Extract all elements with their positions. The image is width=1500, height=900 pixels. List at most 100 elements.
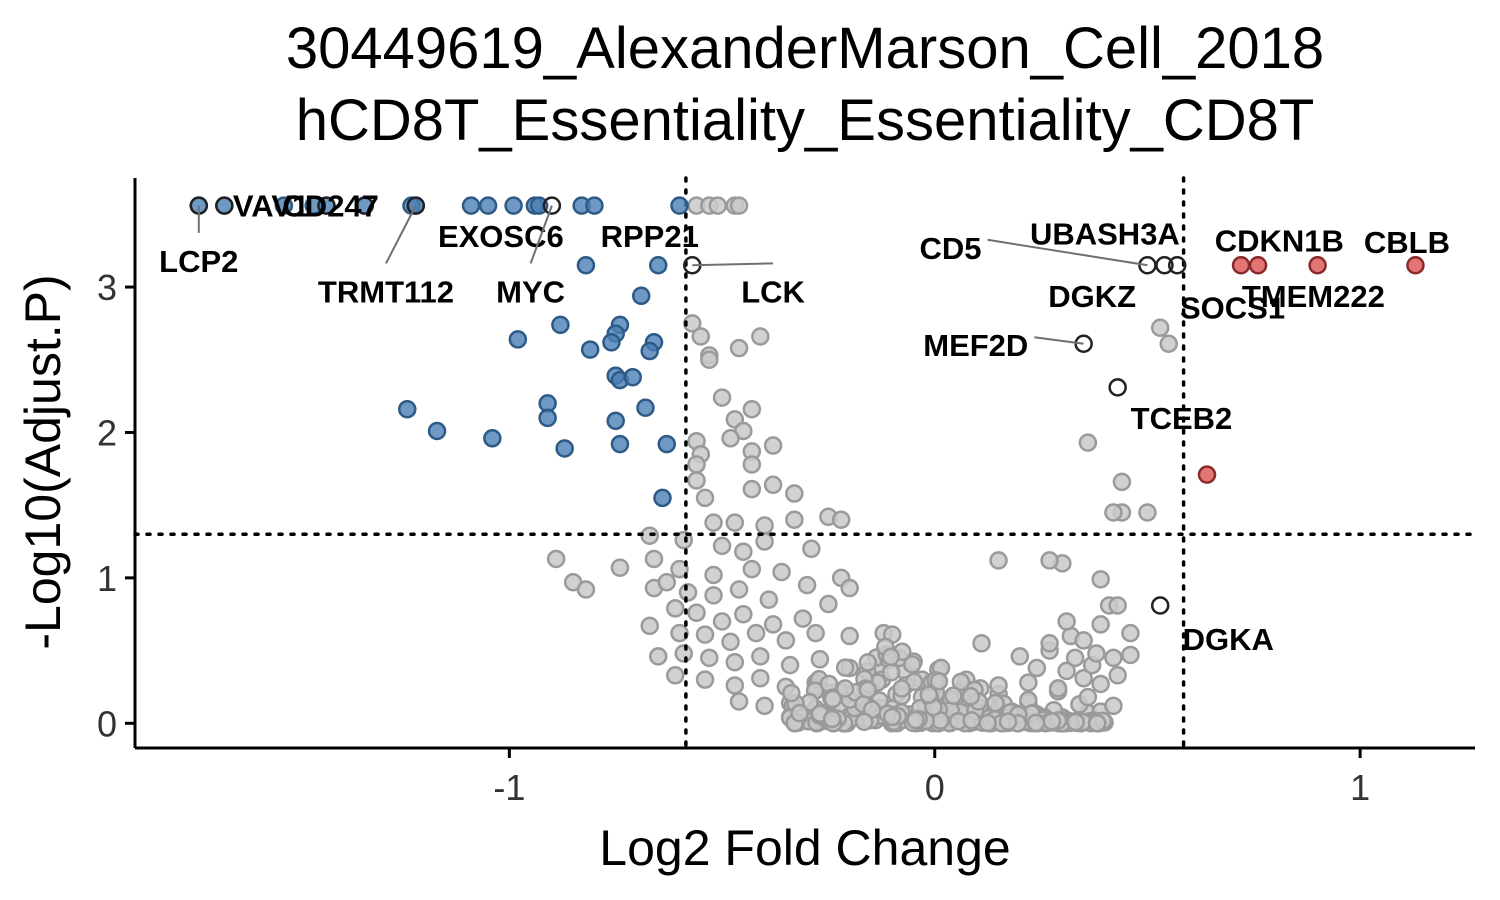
data-point-down: [504, 196, 523, 215]
data-point-ns: [666, 599, 685, 618]
data-point-ns: [704, 565, 723, 585]
data-point-ns: [704, 586, 723, 605]
data-point-ns: [751, 327, 770, 346]
gene-label: RPP21: [601, 219, 699, 254]
y-tick-label: 0: [97, 703, 117, 744]
data-point-ns: [746, 623, 766, 643]
data-point-ns: [1091, 615, 1110, 634]
data-point-ns: [1057, 612, 1076, 631]
data-point-ns: [1074, 668, 1093, 688]
data-point-ns: [858, 653, 878, 672]
data-point-down: [538, 408, 557, 428]
data-point-ns: [1040, 634, 1059, 653]
data-point-ns: [978, 713, 997, 733]
data-point-down: [483, 429, 502, 448]
data-point-ns: [1026, 713, 1046, 733]
data-point-up: [1308, 255, 1327, 275]
data-point-labeled: [406, 196, 426, 215]
gene-label: MYC: [496, 274, 565, 309]
data-point-labeled: [1167, 255, 1187, 275]
data-point-labeled: [1108, 378, 1127, 397]
data-point-ns: [763, 475, 783, 495]
data-point-ns: [989, 676, 1008, 695]
data-point-ns: [763, 615, 783, 634]
data-point-ns: [989, 551, 1008, 570]
data-point-up: [1248, 255, 1268, 275]
data-point-ns: [678, 583, 698, 602]
data-point-ns: [1066, 712, 1085, 732]
data-point-down: [653, 488, 672, 508]
data-point-ns: [881, 647, 901, 667]
data-point-ns: [670, 623, 689, 643]
data-point-up: [1197, 465, 1217, 484]
data-point-ns: [840, 578, 859, 598]
gene-label: TCEB2: [1131, 401, 1233, 436]
gene-label: UBASH3A: [1030, 216, 1180, 251]
data-point-ns: [790, 703, 809, 723]
data-point-ns: [1010, 647, 1030, 666]
data-point-ns: [831, 510, 851, 529]
data-point-ns: [1112, 472, 1132, 492]
data-point-ns: [1074, 631, 1093, 650]
x-tick-label: -1: [493, 767, 525, 808]
data-point-ns: [1027, 658, 1047, 678]
data-point-ns: [687, 455, 706, 474]
data-point-down: [610, 434, 630, 454]
data-point-ns: [854, 712, 874, 732]
data-point-ns: [734, 542, 753, 561]
data-point-ns: [986, 693, 1005, 713]
data-point-ns: [1078, 433, 1098, 452]
gene-label: TRMT112: [318, 274, 454, 309]
gene-label: EXOSC6: [438, 219, 564, 254]
data-point-ns: [835, 679, 855, 698]
gene-label: TMEM222: [1242, 279, 1385, 314]
data-point-down: [670, 196, 689, 215]
data-point-ns: [742, 399, 762, 419]
data-point-ns: [782, 683, 801, 703]
gene-label: DGKA: [1183, 622, 1274, 657]
data-point-ns: [712, 612, 732, 631]
data-point-ns: [822, 709, 842, 729]
data-point-down: [585, 196, 604, 215]
data-point-ns: [780, 655, 800, 675]
y-tick-label: 3: [97, 267, 117, 308]
gene-label: LCP2: [159, 244, 238, 279]
data-point-ns: [892, 679, 911, 698]
data-point-ns: [1040, 551, 1059, 570]
data-point-ns: [700, 350, 719, 370]
data-point-ns: [1087, 644, 1106, 663]
data-point-down: [529, 196, 549, 215]
data-point-labeled: [1155, 255, 1174, 275]
data-point-ns: [797, 575, 817, 595]
data-point-ns: [674, 530, 694, 550]
data-point-ns: [1042, 712, 1062, 731]
data-point-ns: [670, 559, 689, 579]
x-axis-title: Log2 Fold Change: [599, 820, 1010, 876]
data-point-ns: [742, 455, 762, 474]
data-point-ns: [755, 532, 774, 551]
data-point-down: [398, 399, 417, 419]
data-point-ns: [1150, 318, 1170, 338]
data-point-down: [274, 196, 294, 215]
data-point-ns: [1048, 679, 1068, 698]
data-point-ns: [687, 471, 706, 490]
data-point-ns: [819, 594, 838, 614]
data-point-ns: [695, 488, 715, 508]
data-point-labeled: [1074, 334, 1093, 354]
data-point-ns: [806, 623, 825, 643]
data-point-ns: [742, 559, 762, 579]
data-point-ns: [944, 686, 963, 705]
data-point-down: [478, 196, 498, 215]
label-leader-line: [385, 205, 417, 264]
data-point-ns: [729, 580, 749, 599]
data-point-ns: [640, 616, 659, 636]
data-point-down: [461, 196, 481, 215]
label-leader-line: [692, 262, 774, 267]
label-leader-line: [987, 238, 1148, 267]
data-point-ns: [1087, 714, 1107, 733]
data-point-ns: [695, 670, 715, 689]
data-point-ns: [1065, 648, 1085, 668]
data-point-ns: [666, 666, 685, 685]
